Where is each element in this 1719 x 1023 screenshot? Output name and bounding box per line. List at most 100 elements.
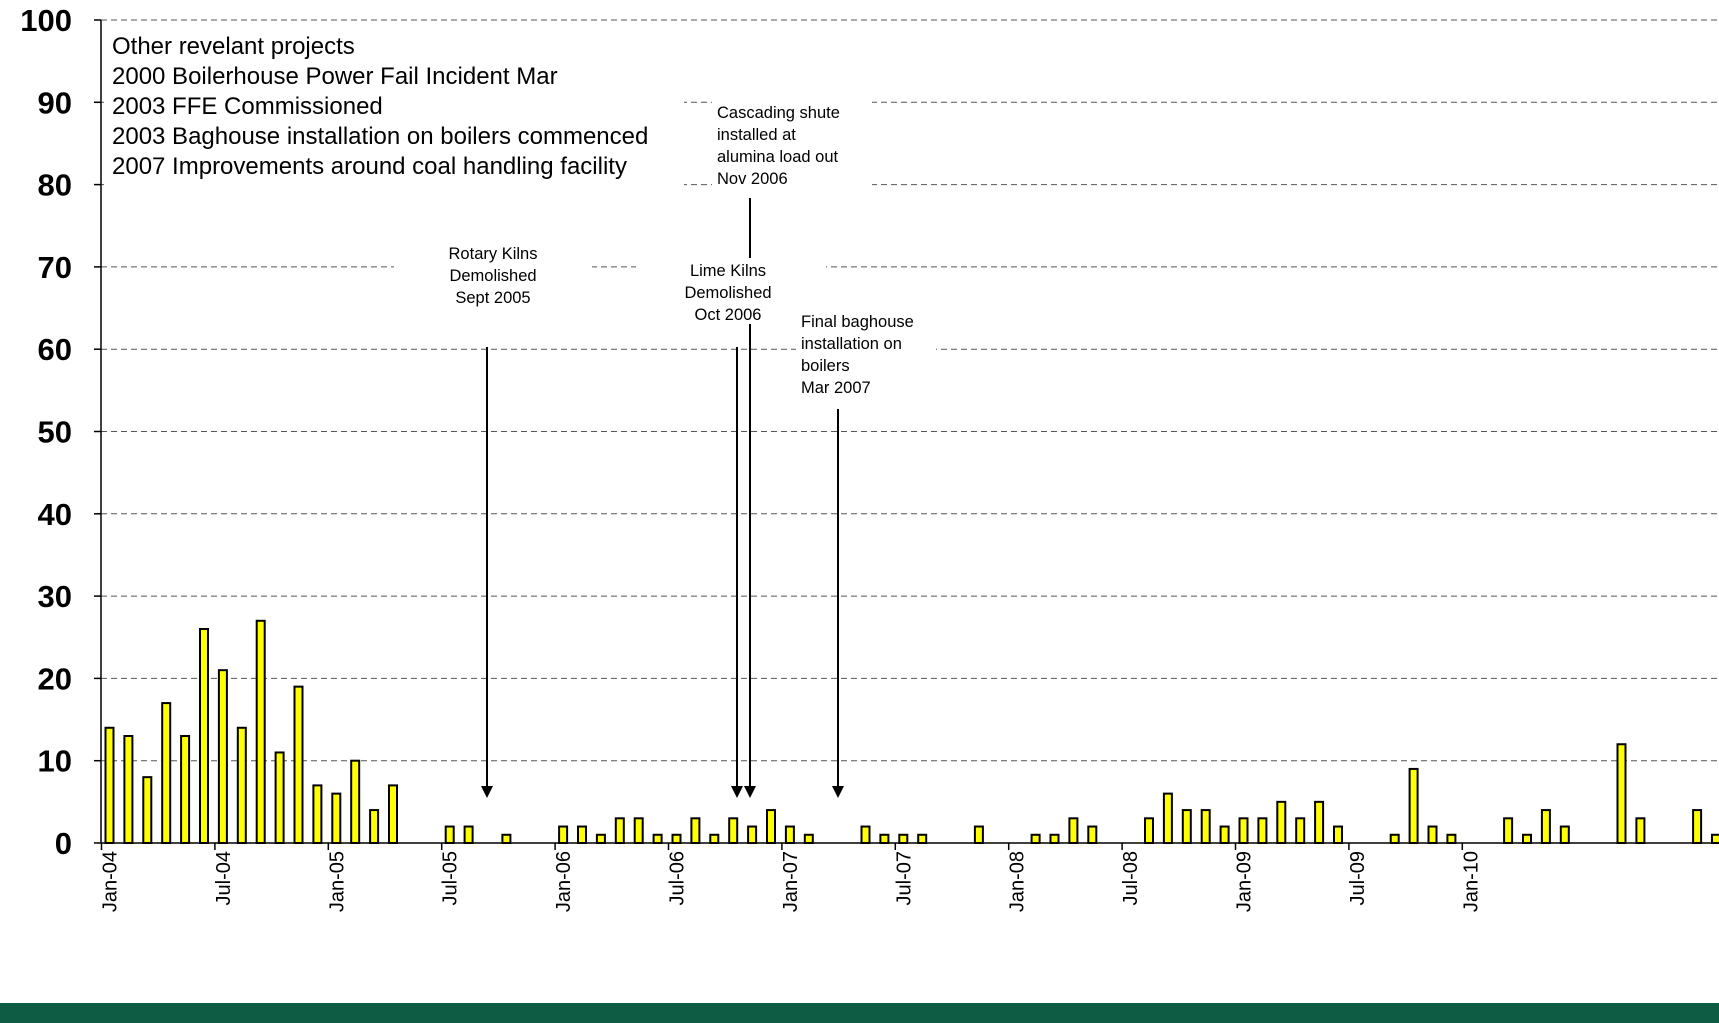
annotation-text: Lime Kilns xyxy=(690,262,766,280)
bar xyxy=(1408,767,1419,844)
annotation-arrowhead xyxy=(744,786,756,798)
bar xyxy=(1333,825,1343,844)
bar xyxy=(331,792,342,844)
annotation-background xyxy=(636,256,826,326)
annotation-text: Sept 2005 xyxy=(455,289,530,307)
bar xyxy=(1540,809,1551,845)
bar xyxy=(161,702,172,845)
bar xyxy=(1049,833,1060,845)
bar xyxy=(217,669,228,844)
y-tick-label: 10 xyxy=(38,744,72,779)
annotation-cascading-shute: Cascading shute installed at alumina loa… xyxy=(712,96,872,798)
bar xyxy=(1503,817,1514,844)
annotation-background xyxy=(796,308,936,400)
legend-line: 2007 Improvements around coal handling f… xyxy=(112,153,627,180)
bar xyxy=(614,817,625,844)
bar xyxy=(501,833,512,845)
legend-line: 2000 Boilerhouse Power Fail Incident Mar xyxy=(112,63,558,90)
x-tick-label: Jan-10 xyxy=(1460,851,1482,912)
annotation-text: installed at xyxy=(717,126,796,144)
axes xyxy=(100,20,1719,844)
annotation-text: alumina load out xyxy=(717,148,838,166)
annotation-text: Demolished xyxy=(449,267,536,285)
bar xyxy=(199,628,209,845)
bar xyxy=(558,825,569,844)
y-tick-label: 30 xyxy=(38,579,72,614)
bar xyxy=(1692,809,1703,845)
bar xyxy=(1200,809,1211,845)
annotation-text: installation on xyxy=(801,335,902,353)
annotation-arrowhead xyxy=(832,786,844,798)
legend-line: 2003 Baghouse installation on boilers co… xyxy=(112,123,648,150)
bar xyxy=(784,825,795,844)
annotation-arrowhead xyxy=(481,786,493,798)
annotation-final-baghouse: Final baghouse installation on boilers M… xyxy=(796,308,936,798)
bar xyxy=(879,833,890,845)
bar xyxy=(180,735,191,845)
bar xyxy=(255,619,266,844)
y-tick-label: 100 xyxy=(20,3,72,38)
bar xyxy=(1389,833,1400,845)
bar xyxy=(633,817,644,844)
bar xyxy=(1314,800,1325,844)
x-tick-label: Jul-07 xyxy=(893,851,915,905)
bar xyxy=(123,735,134,845)
bar xyxy=(104,726,115,845)
x-tick-label: Jan-08 xyxy=(1007,851,1029,912)
x-tick-label: Jan-06 xyxy=(553,851,575,912)
bar xyxy=(1087,825,1098,844)
bar xyxy=(917,833,928,845)
bar xyxy=(1446,833,1457,845)
bar xyxy=(142,776,153,844)
annotation-background xyxy=(712,96,872,190)
bar xyxy=(1559,825,1570,844)
bar xyxy=(1162,792,1173,844)
x-tick-label: Jul-09 xyxy=(1347,851,1369,905)
bar xyxy=(577,825,587,844)
x-tick-label: Jan-04 xyxy=(100,851,122,912)
annotation-background xyxy=(394,238,592,308)
x-tick-label: Jan-07 xyxy=(780,851,802,912)
x-axis-ticks: Jan-04 Jul-04 Jan-05 Jul-05 Jan-06 Jul-06 Jan-… xyxy=(100,843,1482,912)
x-tick-label: Jul-08 xyxy=(1120,851,1142,905)
y-tick-label: 0 xyxy=(55,826,72,861)
bar xyxy=(293,685,304,844)
annotation-text: Oct 2006 xyxy=(695,306,762,324)
y-tick-label: 90 xyxy=(38,85,72,120)
bar xyxy=(388,784,398,845)
bar xyxy=(898,833,909,845)
x-tick-label: Jan-05 xyxy=(326,851,348,912)
bars xyxy=(104,619,1719,845)
bar xyxy=(236,726,247,845)
bar xyxy=(671,833,682,845)
bar xyxy=(1030,833,1041,845)
bar xyxy=(1635,817,1646,844)
annotation-text: Rotary Kilns xyxy=(449,245,538,263)
bar xyxy=(1257,817,1268,844)
y-axis-ticks: 0 10 20 30 40 50 60 70 80 90 100 xyxy=(20,3,101,861)
annotation-text: Nov 2006 xyxy=(717,170,788,188)
legend-line: 2003 FFE Commissioned xyxy=(112,93,383,120)
y-tick-label: 50 xyxy=(38,415,72,450)
bar xyxy=(1427,825,1438,844)
bar xyxy=(973,825,984,844)
bar xyxy=(860,825,871,844)
y-tick-label: 70 xyxy=(38,250,72,285)
annotation-lime-kilns: Lime Kilns Demolished Oct 2006 xyxy=(636,256,826,798)
bar xyxy=(766,809,776,845)
bar xyxy=(709,833,720,845)
bar xyxy=(274,751,285,844)
bar xyxy=(728,817,739,844)
annotation-arrowhead xyxy=(731,786,743,798)
x-tick-label: Jan-09 xyxy=(1234,851,1256,912)
annotation-text: Final baghouse xyxy=(801,313,914,331)
bar xyxy=(803,833,814,845)
annotation-text: Mar 2007 xyxy=(801,379,871,397)
bar xyxy=(652,833,663,845)
bar xyxy=(312,784,323,845)
x-tick-label: Jul-06 xyxy=(667,851,689,905)
bar xyxy=(1219,825,1230,844)
y-tick-label: 80 xyxy=(38,168,72,203)
annotation-rotary-kilns: Rotary Kilns Demolished Sept 2005 xyxy=(394,238,592,798)
